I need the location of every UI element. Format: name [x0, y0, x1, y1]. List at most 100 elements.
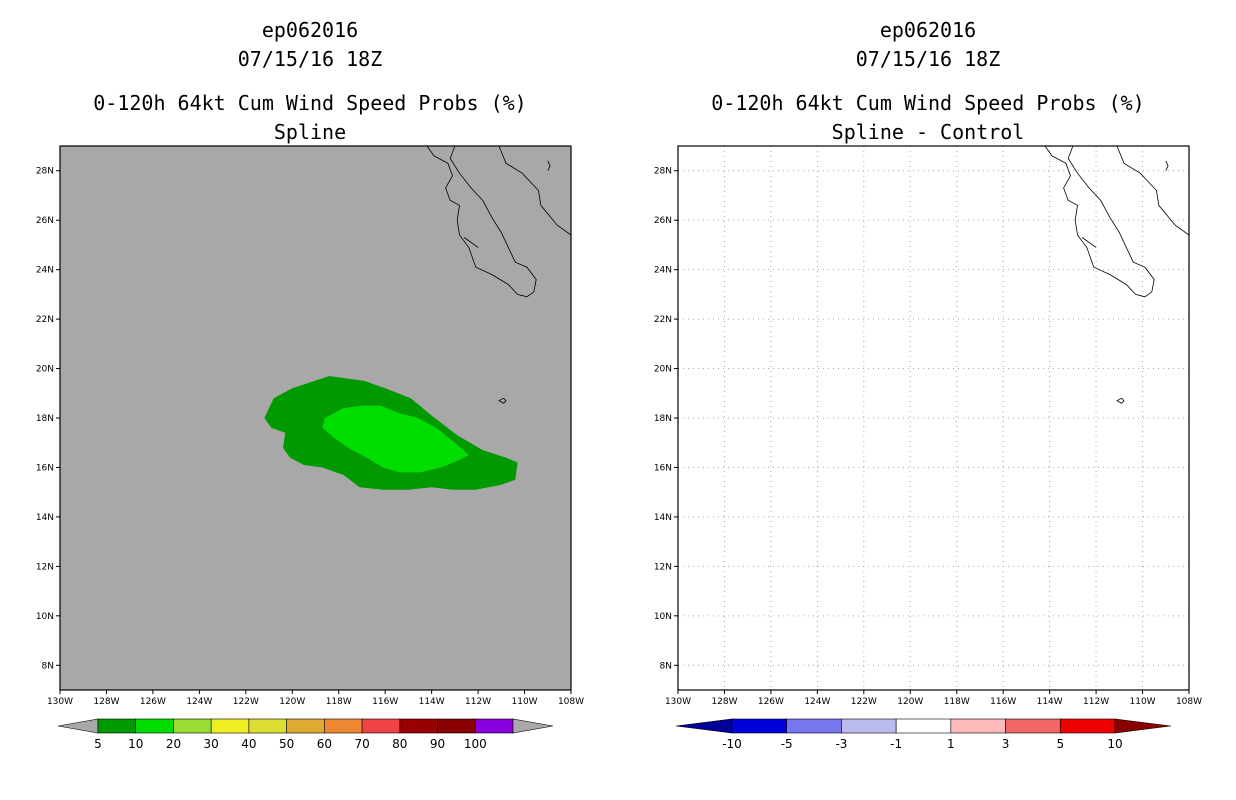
left-x-tick-label: 110W [512, 697, 538, 707]
left-title-storm-id: ep062016 [262, 18, 358, 42]
left-x-tick-label: 114W [419, 697, 445, 707]
right-x-tick-label: 126W [758, 697, 784, 707]
right-coastline [1081, 237, 1097, 248]
right-y-tick-label: 20N [654, 365, 672, 375]
right-colorbar-label: 3 [1002, 737, 1010, 751]
right-y-tick-label: 28N [654, 167, 672, 177]
right-colorbar-swatch [731, 718, 788, 734]
right-coastline [1044, 146, 1155, 298]
right-colorbar-label: -3 [835, 737, 847, 751]
right-x-tick-label: 120W [897, 697, 923, 707]
right-x-tick-label: 124W [804, 697, 830, 707]
right-y-tick-label: 18N [654, 414, 672, 424]
left-contour-10-20 [322, 405, 469, 473]
right-y-tick-label: 22N [654, 315, 672, 325]
right-title-method: Spline - Control [832, 120, 1025, 144]
left-y-tick-label: 10N [36, 612, 54, 622]
left-colorbar-swatch [286, 718, 325, 734]
left-y-tick-label: 14N [36, 513, 54, 523]
left-x-tick-label: 126W [140, 697, 166, 707]
left-y-tick-label: 12N [36, 562, 54, 572]
left-coastline [498, 397, 507, 404]
right-y-tick-label: 8N [660, 661, 672, 671]
left-coastline [498, 146, 571, 236]
right-y-tick-label: 12N [654, 562, 672, 572]
right-coastline [1116, 146, 1189, 236]
left-colorbar-swatch [210, 718, 250, 734]
right-colorbar-label: -5 [781, 737, 793, 751]
right-title-date: 07/15/16 18Z [856, 47, 1001, 71]
left-colorbar-label: 70 [354, 737, 369, 751]
left-colorbar-label: 60 [317, 737, 332, 751]
left-colorbar-label: 100 [464, 737, 487, 751]
left-coastline [547, 160, 551, 171]
left-colorbar-swatch [361, 718, 401, 734]
left-x-tick-label: 120W [279, 697, 305, 707]
left-colorbar-label: 5 [94, 737, 102, 751]
right-x-tick-label: 108W [1176, 697, 1202, 707]
right-x-tick-label: 130W [665, 697, 691, 707]
left-x-tick-label: 122W [233, 697, 259, 707]
right-x-tick-label: 128W [711, 697, 737, 707]
left-y-tick-label: 18N [36, 414, 54, 424]
left-colorbar-label: 50 [279, 737, 294, 751]
right-x-tick-label: 122W [851, 697, 877, 707]
left-y-tick-label: 28N [36, 167, 54, 177]
right-colorbar-label: 5 [1056, 737, 1064, 751]
left-colorbar-label: 20 [166, 737, 181, 751]
right-x-tick-label: 114W [1037, 697, 1063, 707]
left-x-tick-label: 116W [372, 697, 398, 707]
left-y-tick-label: 24N [36, 266, 54, 276]
right-colorbar-label: -1 [890, 737, 902, 751]
right-title-storm-id: ep062016 [880, 18, 976, 42]
right-colorbar-swatch [786, 718, 842, 734]
left-title-product: 0-120h 64kt Cum Wind Speed Probs (%) [93, 91, 526, 115]
right-x-tick-label: 110W [1130, 697, 1156, 707]
right-colorbar-swatch [1005, 718, 1061, 734]
right-map-panel: 130W 128W 126W 124W 122W 120W 118W 116W 114W 112W… [654, 145, 1202, 707]
right-colorbar-swatch [895, 718, 952, 734]
right-y-tick-label: 14N [654, 513, 672, 523]
right-colorbar-label: 10 [1107, 737, 1122, 751]
right-colorbar-below-triangle [675, 718, 733, 734]
left-colorbar-below-triangle [57, 718, 99, 734]
right-coastline [1165, 160, 1169, 171]
left-colorbar-swatch [399, 718, 438, 734]
right-x-tick-label: 116W [990, 697, 1016, 707]
left-x-tick-label: 118W [326, 697, 352, 707]
left-colorbar-above-triangle [512, 718, 554, 734]
left-colorbar-label: 90 [430, 737, 445, 751]
right-y-tick-label: 10N [654, 612, 672, 622]
left-colorbar-swatch [135, 718, 174, 734]
left-coastline [426, 146, 537, 298]
left-y-tick-label: 20N [36, 365, 54, 375]
left-map-panel: 130W 128W 126W 124W 122W 120W 118W 116W 114W 112W… [36, 145, 584, 707]
right-colorbar-swatch [1059, 718, 1116, 734]
left-colorbar-label: 80 [392, 737, 407, 751]
right-colorbar-above-triangle [1114, 718, 1172, 734]
left-title-date: 07/15/16 18Z [238, 47, 383, 71]
left-colorbar-label: 40 [241, 737, 256, 751]
left-x-tick-label: 112W [465, 697, 491, 707]
left-title-method: Spline [274, 120, 346, 144]
left-colorbar: 5 10 20 30 40 50 60 70 80 90 100 [57, 718, 554, 751]
right-title-product: 0-120h 64kt Cum Wind Speed Probs (%) [711, 91, 1144, 115]
right-colorbar-label: 1 [947, 737, 955, 751]
left-colorbar-swatch [437, 718, 476, 734]
left-colorbar-swatch [173, 718, 212, 734]
left-x-tick-label: 124W [186, 697, 212, 707]
right-y-tick-label: 26N [654, 216, 672, 226]
left-y-tick-label: 26N [36, 216, 54, 226]
right-colorbar: -10 -5 -3 -1 1 3 5 10 [675, 718, 1172, 751]
right-x-tick-label: 112W [1083, 697, 1109, 707]
left-colorbar-label: 30 [204, 737, 219, 751]
right-colorbar-label: -10 [722, 737, 742, 751]
left-colorbar-swatch [474, 718, 514, 734]
right-y-tick-label: 16N [654, 463, 672, 473]
left-x-tick-label: 108W [558, 697, 584, 707]
right-colorbar-swatch [841, 718, 897, 734]
left-x-tick-label: 130W [47, 697, 73, 707]
right-colorbar-swatch [950, 718, 1006, 734]
left-y-tick-label: 8N [42, 661, 54, 671]
